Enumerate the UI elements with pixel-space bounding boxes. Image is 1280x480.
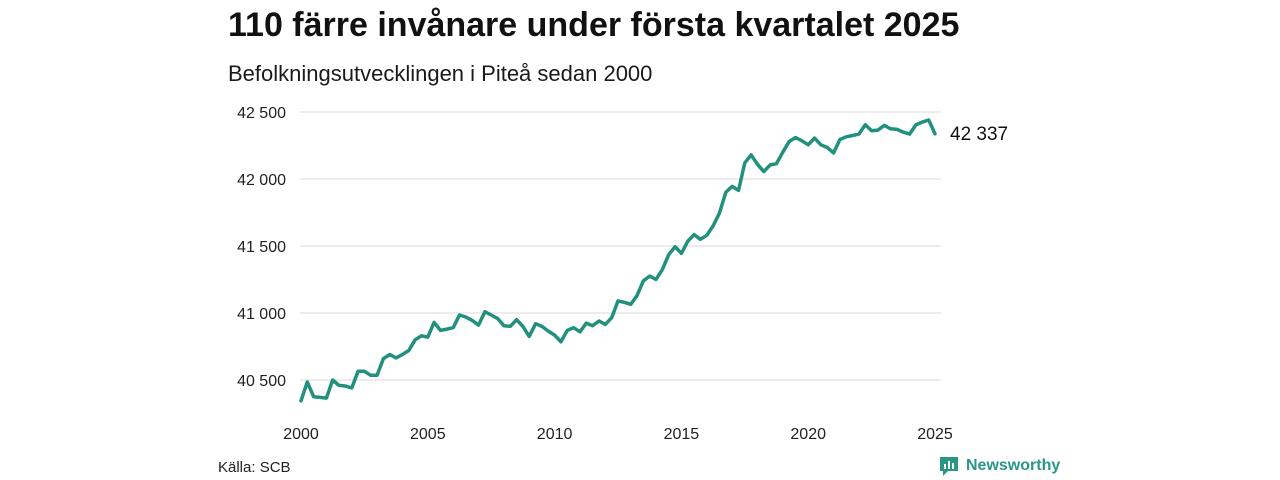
x-tick-label: 2015: [664, 426, 700, 443]
x-tick-label: 2005: [410, 426, 446, 443]
end-labels: 42 337: [950, 124, 1008, 145]
source-note: Källa: SCB: [218, 459, 291, 476]
chart-subtitle: Befolkningsutvecklingen i Piteå sedan 20…: [228, 61, 653, 86]
population-series-line: [299, 118, 937, 403]
gridlines: [300, 111, 941, 381]
newsworthy-logo-icon: [940, 457, 958, 476]
y-tick-label: 41 000: [237, 306, 286, 323]
x-tick-label: 2000: [283, 426, 319, 443]
series: [299, 118, 937, 403]
brand-name: Newsworthy: [966, 457, 1061, 474]
x-tick-label: 2010: [537, 426, 573, 443]
y-tick-label: 41 500: [237, 239, 286, 256]
y-tick-label: 42 000: [237, 172, 286, 189]
y-tick-label: 42 500: [237, 105, 286, 122]
y-tick-label: 40 500: [237, 373, 286, 390]
y-axis-ticks: 40 500 41 000 41 500 42 000 42 500: [237, 105, 286, 390]
chart-title: 110 färre invånare under första kvartale…: [228, 6, 960, 44]
x-tick-label: 2020: [790, 426, 826, 443]
x-axis-ticks: 2000 2005 2010 2015 2020 2025: [283, 426, 953, 443]
brand-logo[interactable]: Newsworthy: [938, 455, 1060, 477]
end-value-label: 42 337: [950, 124, 1008, 145]
x-tick-label: 2025: [917, 426, 953, 443]
